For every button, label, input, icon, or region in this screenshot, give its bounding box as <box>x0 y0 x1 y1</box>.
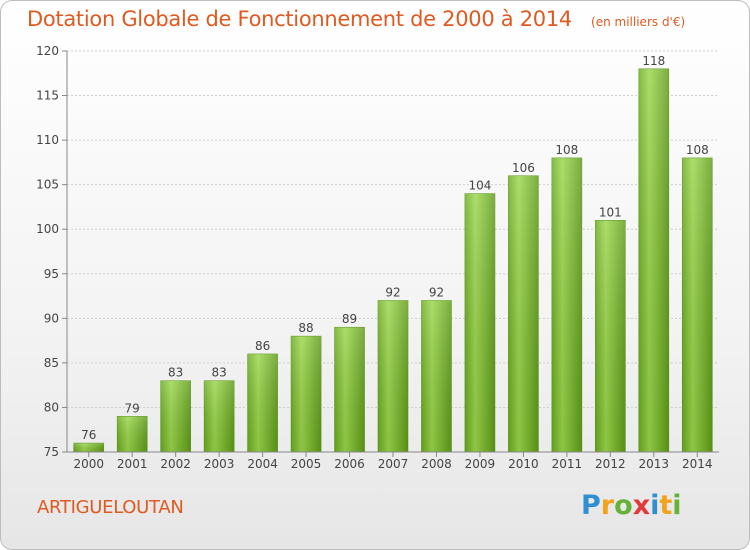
x-tick-label-2001: 2001 <box>117 457 148 471</box>
y-tick-label: 90 <box>44 311 59 325</box>
bar-shade-2003 <box>204 380 235 452</box>
bar-shade-2001 <box>117 416 148 452</box>
x-tick-label-2004: 2004 <box>247 457 278 471</box>
x-tick-label-2000: 2000 <box>73 457 104 471</box>
value-label-2011: 108 <box>555 143 578 157</box>
y-tick-label: 80 <box>44 400 59 414</box>
bar-shade-2007 <box>378 300 408 452</box>
bar-shade-2014 <box>682 157 713 452</box>
logo-letter: o <box>614 490 633 521</box>
bar-shade-2009 <box>464 193 495 453</box>
value-label-2009: 104 <box>468 179 491 193</box>
x-tick-label-2009: 2009 <box>465 457 496 471</box>
bar-shade-2012 <box>595 220 626 452</box>
value-label-2002: 83 <box>168 366 183 380</box>
y-tick-label: 100 <box>36 222 59 236</box>
bar-shade-2000 <box>73 443 104 452</box>
value-label-2006: 89 <box>342 312 357 326</box>
y-tick-label: 110 <box>36 133 59 147</box>
x-tick-label-2007: 2007 <box>378 457 409 471</box>
x-tick-label-2012: 2012 <box>595 457 626 471</box>
value-label-2007: 92 <box>385 286 400 300</box>
value-label-2008: 92 <box>429 286 444 300</box>
bar-shade-2006 <box>334 327 365 452</box>
bar-shade-2004 <box>247 353 278 452</box>
value-label-2005: 88 <box>298 321 313 335</box>
chart-subtitle: (en milliers d'€) <box>591 15 686 29</box>
x-tick-label-2008: 2008 <box>421 457 452 471</box>
value-label-2003: 83 <box>211 366 226 380</box>
value-label-2013: 118 <box>642 54 665 68</box>
bar-shade-2008 <box>421 300 452 452</box>
y-tick-label: 105 <box>36 178 59 192</box>
value-label-2014: 108 <box>686 143 709 157</box>
bar-shade-2010 <box>508 175 539 452</box>
value-label-2012: 101 <box>599 205 622 219</box>
x-tick-label-2006: 2006 <box>334 457 365 471</box>
logo-letter: x <box>632 490 651 521</box>
bar-shade-2013 <box>638 68 669 453</box>
bar-shade-2002 <box>160 380 191 452</box>
logo-letter: i <box>650 490 660 521</box>
logo-letter: P <box>581 490 601 521</box>
y-tick-label: 85 <box>44 356 59 370</box>
proxiti-logo: Proxiti <box>581 490 682 521</box>
value-label-2000: 76 <box>81 428 96 442</box>
x-tick-label-2014: 2014 <box>682 457 713 471</box>
y-tick-label: 115 <box>36 89 59 103</box>
y-tick-label: 120 <box>36 44 59 58</box>
x-tick-label-2013: 2013 <box>639 457 670 471</box>
bar-shade-2005 <box>291 336 322 452</box>
logo-letter: r <box>600 490 615 521</box>
value-label-2001: 79 <box>125 401 140 415</box>
x-tick-label-2002: 2002 <box>160 457 191 471</box>
commune-name: ARTIGUELOUTAN <box>37 497 184 518</box>
x-tick-label-2005: 2005 <box>291 457 322 471</box>
bar-shade-2011 <box>551 157 582 452</box>
x-tick-label-2010: 2010 <box>508 457 539 471</box>
title-row: Dotation Globale de Fonctionnement de 20… <box>27 7 685 31</box>
logo-letter: t <box>659 490 673 521</box>
x-tick-label-2003: 2003 <box>204 457 235 471</box>
x-tick-label-2011: 2011 <box>552 457 583 471</box>
value-label-2010: 106 <box>512 161 535 175</box>
y-tick-label: 75 <box>44 445 59 459</box>
logo-letter: i <box>672 490 682 521</box>
y-tick-label: 95 <box>44 267 59 281</box>
value-label-2004: 86 <box>255 339 270 353</box>
chart-title: Dotation Globale de Fonctionnement de 20… <box>27 7 572 31</box>
